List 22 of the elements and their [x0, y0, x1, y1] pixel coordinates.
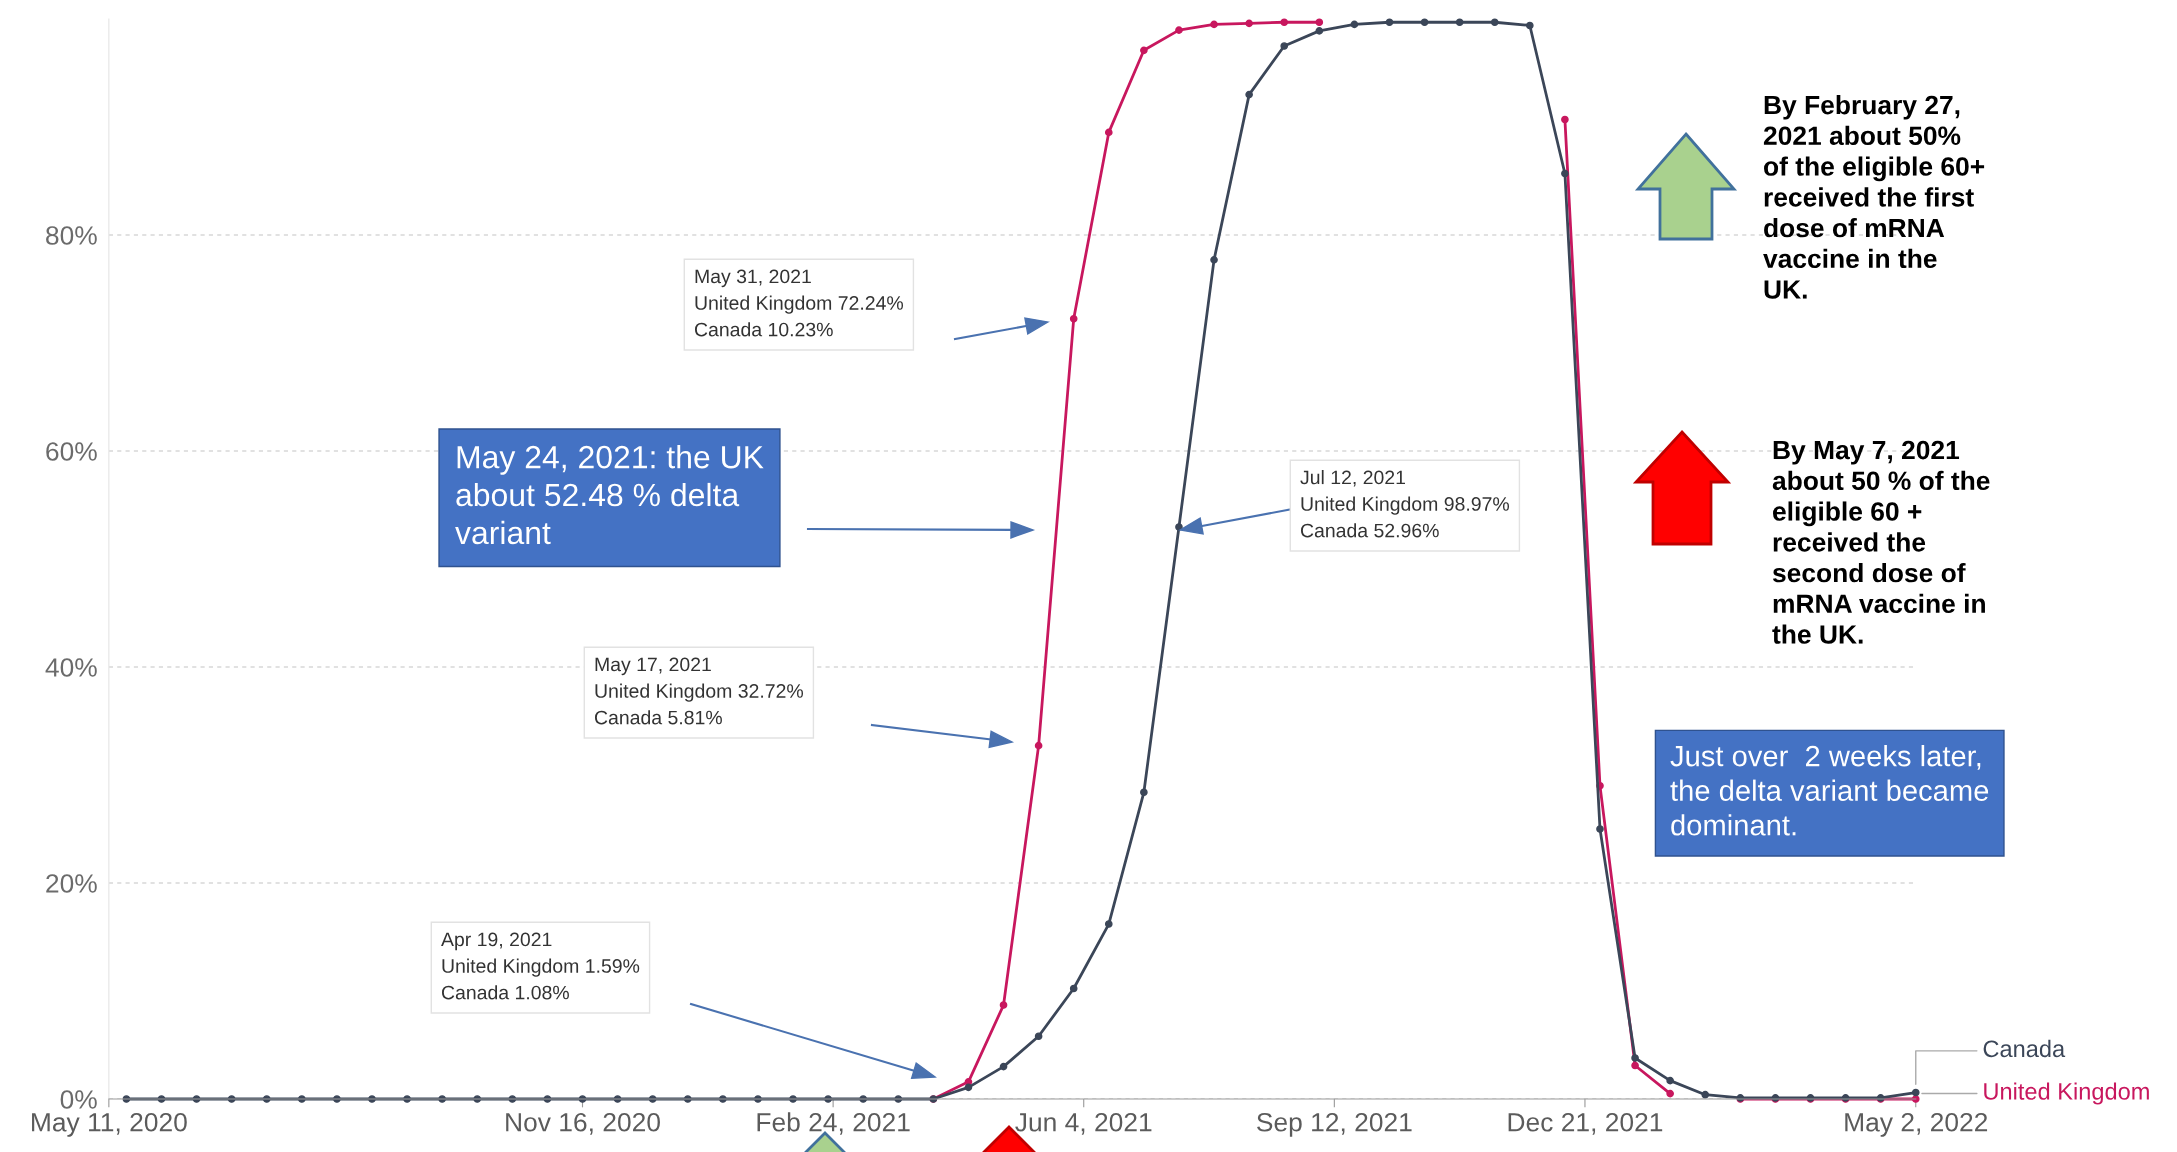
y-tick-label: 40% [45, 658, 97, 677]
annotation: By May 7, 2021 about 50 % of the eligible 60 + received the second dose of mRNA vaccine in the UK. [1772, 440, 1990, 644]
y-tick-label: 0% [60, 1090, 97, 1109]
text: United Kingdom [1984, 1082, 2149, 1105]
annotation: Just over 2 weeks later, the delta variant became dominant. [1670, 745, 1989, 836]
x-tick-label: May 2, 2022 [1845, 1112, 1988, 1137]
annotation: Apr 19, 2021 United Kingdom 1.59% Canada 1.08% [441, 932, 640, 1000]
y-tick-label: 80% [46, 226, 97, 245]
annotation: Jul 12, 2021 United Kingdom 98.97% Canada 52.96% [1300, 470, 1510, 538]
annotation: May 17, 2021 United Kingdom 32.72% Canada 5.81% [594, 657, 804, 725]
x-tick-label: May 11, 2020 [32, 1112, 187, 1137]
x-tick-label: Sep 12, 2021 [1257, 1112, 1412, 1137]
annotation: By February 27, 2021 about 50% of the eligible 60+ received the first dose of mRNA vaccine in the UK. [1763, 95, 1985, 299]
x-tick-label: Feb 24, 2021 [757, 1112, 910, 1135]
x-tick-label: Dec 21, 2021 [1508, 1112, 1663, 1135]
text: Canada [1983, 1039, 2066, 1058]
y-tick-label: 60% [46, 442, 97, 461]
x-tick-label: Jun 4, 2021 [1015, 1112, 1152, 1135]
x-tick-label: Nov 16, 2020 [506, 1112, 660, 1135]
annotation: May 31, 2021 United Kingdom 72.24% Canada 10.23% [694, 269, 904, 337]
y-tick-label: 20% [46, 874, 97, 893]
annotation: May 24, 2021: the UK about 52.48 % delta variant [455, 445, 764, 545]
